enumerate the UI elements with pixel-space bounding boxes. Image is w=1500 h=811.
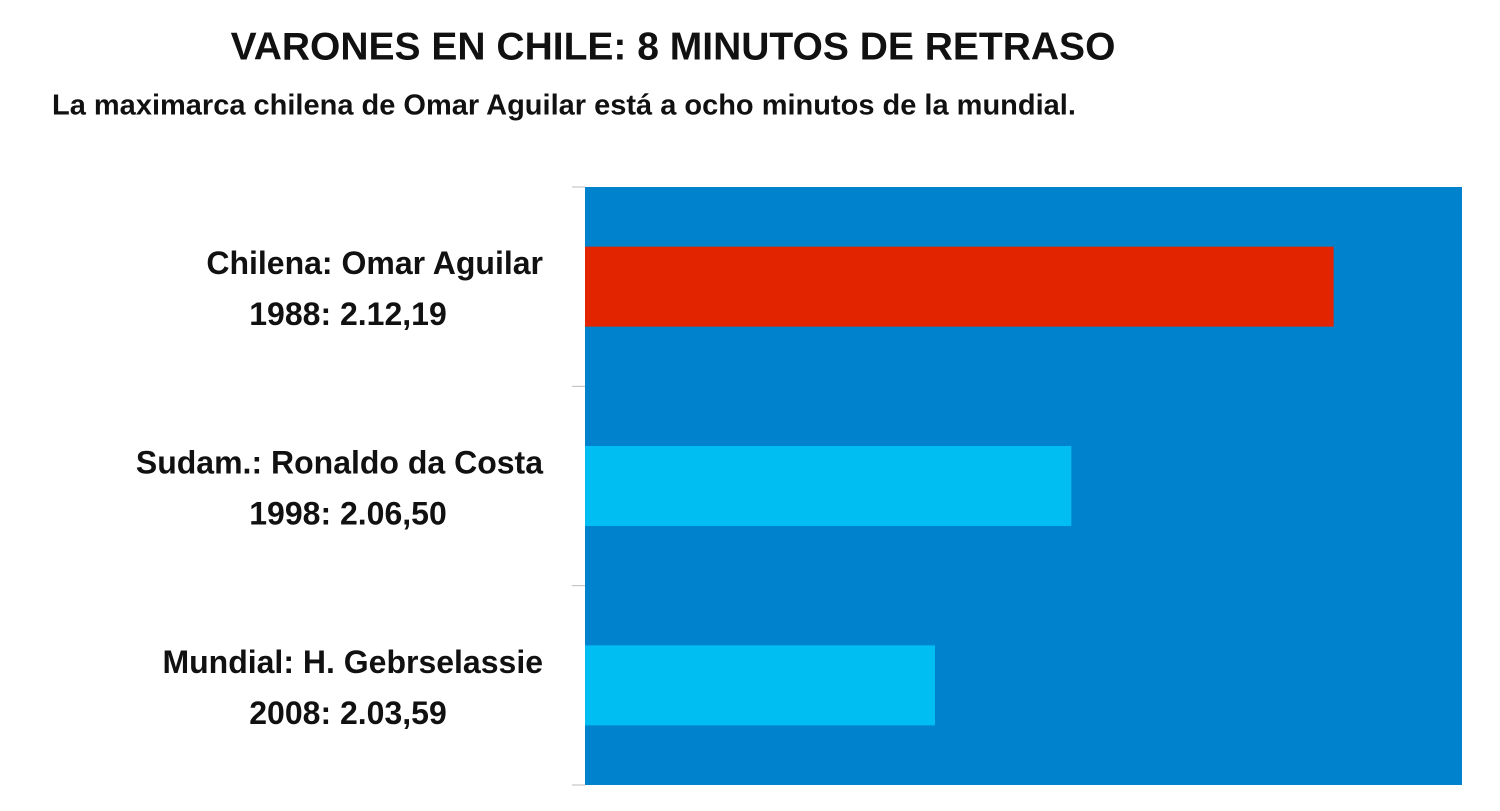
y-tick-detail: 2008: 2.03,59 — [249, 695, 447, 731]
y-tick-label: Chilena: Omar Aguilar — [206, 245, 543, 281]
y-tick-label: Mundial: H. Gebrselassie — [162, 644, 543, 680]
chart-title: VARONES EN CHILE: 8 MINUTOS DE RETRASO — [231, 25, 1116, 68]
chart-subtitle: La maximarca chilena de Omar Aguilar est… — [52, 90, 1076, 122]
y-tick-detail: 1988: 2.12,19 — [249, 296, 447, 332]
bar — [585, 446, 1072, 526]
y-tick-label: Sudam.: Ronaldo da Costa — [136, 444, 543, 480]
y-tick-detail: 1998: 2.06,50 — [249, 495, 447, 531]
bar — [585, 645, 936, 726]
bar — [585, 246, 1334, 327]
